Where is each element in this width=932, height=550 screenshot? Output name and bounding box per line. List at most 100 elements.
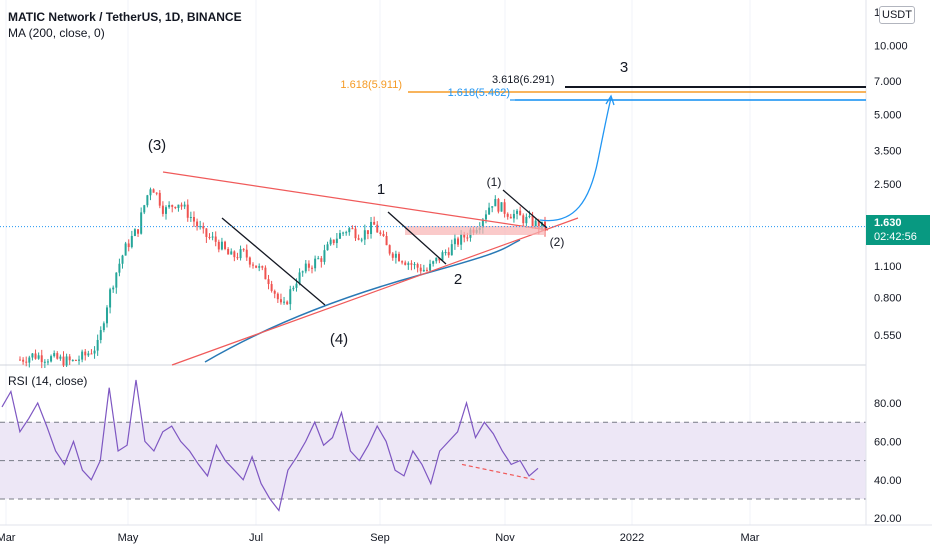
candle-body <box>264 267 267 280</box>
candle-body <box>205 228 208 237</box>
candle-body <box>441 252 444 261</box>
candle-body <box>370 221 373 235</box>
candle-body <box>255 265 258 268</box>
candle-body <box>137 229 140 234</box>
candle-body <box>534 220 537 227</box>
candle-body <box>519 210 522 216</box>
candle-body <box>481 219 484 228</box>
candle-body <box>435 257 438 262</box>
candle-body <box>404 262 407 265</box>
time-tick-label: Sep <box>370 532 390 544</box>
candles <box>19 187 546 369</box>
wave-label: (1) <box>487 175 502 189</box>
time-tick-label: Mar <box>0 532 16 544</box>
candle-body <box>236 257 239 259</box>
candle-body <box>155 192 158 194</box>
time-tick-label: 2022 <box>620 532 644 544</box>
wave-label: 1 <box>377 181 385 198</box>
candle-body <box>71 360 74 362</box>
candle-body <box>78 359 81 361</box>
candle-body <box>261 266 264 268</box>
candle-body <box>102 323 105 331</box>
candle-body <box>245 249 248 258</box>
candle-body <box>503 202 506 214</box>
candle-body <box>28 357 31 363</box>
candle-body <box>208 236 211 238</box>
candle-body <box>314 258 317 269</box>
upper-trendline <box>162 171 549 231</box>
candle-body <box>171 205 174 207</box>
candle-body <box>351 228 354 230</box>
candle-body <box>251 264 254 266</box>
price-tick-label: 0.550 <box>874 330 902 342</box>
rsi-tick-label: 40.00 <box>874 475 902 487</box>
symbol-title[interactable]: MATIC Network / TetherUS, 1D, BINANCE <box>8 10 242 24</box>
candle-body <box>450 244 453 256</box>
rsi-tick-label: 60.00 <box>874 436 902 448</box>
candle-body <box>177 204 180 209</box>
wave-label: (2) <box>550 235 565 249</box>
price-tick-label: 3.500 <box>874 145 902 157</box>
candle-body <box>416 264 419 268</box>
candle-body <box>407 263 410 265</box>
candle-body <box>99 330 102 340</box>
candle-body <box>270 284 273 291</box>
candle-body <box>121 255 124 264</box>
candle-body <box>410 263 413 265</box>
rsi-legend[interactable]: RSI (14, close) <box>8 374 88 388</box>
candle-body <box>289 289 292 305</box>
candle-body <box>211 236 214 238</box>
candle-body <box>345 232 348 234</box>
candle-body <box>453 238 456 245</box>
candle-body <box>239 249 242 259</box>
candle-body <box>382 233 385 237</box>
candle-body <box>96 339 99 351</box>
candle-body <box>93 350 96 354</box>
candle-body <box>491 206 494 208</box>
candle-body <box>258 266 261 268</box>
candle-body <box>425 269 428 271</box>
candle-body <box>432 261 435 264</box>
candle-body <box>68 356 71 361</box>
candle-body <box>84 351 87 356</box>
candle-body <box>81 351 84 360</box>
candle-body <box>326 244 329 251</box>
candle-body <box>180 204 183 207</box>
candle-body <box>227 248 230 255</box>
candle-body <box>540 221 543 229</box>
candle-body <box>189 217 192 219</box>
fib-level-label: 1.618(5.911) <box>340 79 402 91</box>
currency-button[interactable]: USDT <box>879 6 915 24</box>
candle-body <box>484 214 487 220</box>
candle-body <box>183 204 186 207</box>
ma-legend[interactable]: MA (200, close, 0) <box>8 26 105 40</box>
candle-body <box>323 250 326 262</box>
rsi-tick-label: 20.00 <box>874 513 902 525</box>
candle-body <box>531 215 534 227</box>
wave-label: (3) <box>148 137 166 154</box>
candle-body <box>354 228 357 239</box>
candle-body <box>460 234 463 245</box>
candle-body <box>267 279 270 285</box>
fib-level-label: 1.618(5.462) <box>448 87 510 99</box>
candle-body <box>360 239 363 241</box>
candle-body <box>463 234 466 238</box>
candle-body <box>146 195 149 206</box>
candle-body <box>363 230 366 240</box>
candle-body <box>124 243 127 256</box>
candle-body <box>233 251 236 258</box>
candle-body <box>494 199 497 207</box>
candle-body <box>25 361 28 363</box>
candle-body <box>528 215 531 217</box>
wave-label: (4) <box>330 331 348 348</box>
correction-line <box>221 217 326 306</box>
candle-body <box>506 213 509 217</box>
candle-body <box>357 238 360 240</box>
price-tick-label: 0.800 <box>874 293 902 305</box>
candle-body <box>214 236 217 242</box>
candle-body <box>158 192 161 206</box>
candle-body <box>466 237 469 239</box>
candle-body <box>422 269 425 272</box>
candle-body <box>286 301 289 305</box>
